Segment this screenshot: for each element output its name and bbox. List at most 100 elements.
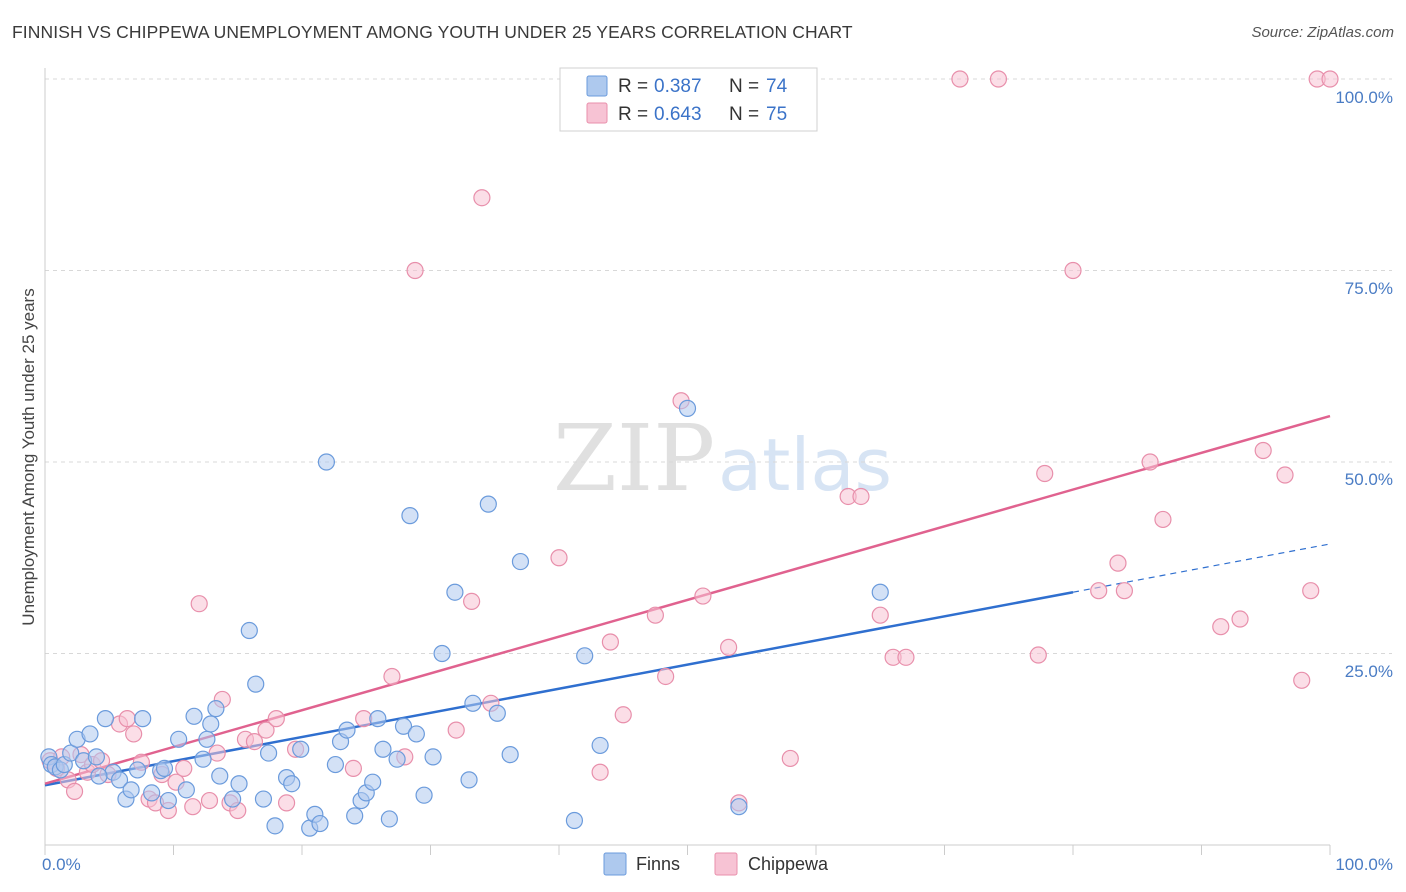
x-tick-label-max: 100.0%: [1335, 855, 1393, 874]
chippewa-point-69: [1231, 610, 1249, 628]
finns-point-48: [364, 773, 382, 791]
finns-point-49: [369, 710, 387, 728]
bottom-legend-chippewa: Chippewa: [748, 854, 829, 874]
finns-point-50: [374, 740, 392, 758]
y-axis-label: Unemployment Among Youth under 25 years: [19, 288, 38, 625]
top-legend: R = 0.387 N = 74 R = 0.643 N = 75: [559, 67, 818, 132]
chippewa-point-23: [208, 744, 226, 762]
finns-point-12: [110, 771, 129, 789]
finns-point-64: [501, 746, 519, 764]
chippewa-point-63: [1090, 582, 1108, 600]
legend-swatch-finns: [586, 75, 608, 97]
finns-point-61: [464, 694, 482, 712]
legend-finns-r-label: R =: [618, 76, 648, 97]
x-tick-label-min: 0.0%: [42, 855, 81, 874]
finns-point-44: [338, 721, 356, 739]
chippewa-point-71: [1276, 466, 1294, 484]
chippewa-point-40: [473, 189, 491, 207]
chart-source: Source: ZipAtlas.com: [1251, 24, 1394, 41]
chippewa-point-64: [1109, 554, 1127, 572]
chippewa-point-12: [125, 725, 143, 743]
legend-chippewa-r-value: 0.643: [654, 104, 702, 125]
finns-point-71: [871, 583, 889, 601]
finns-point-73: [90, 767, 108, 785]
finns-point-45: [346, 807, 364, 825]
chippewa-point-28: [245, 732, 264, 751]
bottom-legend: Finns Chippewa: [603, 852, 829, 876]
finns-point-53: [394, 717, 413, 735]
finns-point-59: [446, 583, 464, 601]
chippewa-point-43: [591, 763, 609, 781]
chippewa-point-31: [277, 794, 296, 812]
chippewa-point-47: [657, 667, 675, 686]
chippewa-point-70: [1254, 441, 1272, 460]
finns-point-42: [326, 755, 345, 774]
finns-point-16: [134, 710, 152, 728]
finns-point-52: [388, 750, 406, 768]
chippewa-point-57: [897, 648, 915, 666]
chippewa-point-21: [190, 595, 208, 613]
finns-point-27: [211, 767, 229, 785]
finns-point-57: [424, 748, 442, 766]
chippewa-point-58: [951, 70, 969, 88]
finns-point-40: [311, 814, 329, 833]
finns-point-65: [511, 552, 530, 571]
finns-point-70: [730, 798, 748, 816]
finns-point-30: [240, 621, 258, 640]
finns-point-67: [576, 647, 594, 665]
chippewa-point-60: [1029, 646, 1047, 664]
finns-point-66: [565, 811, 584, 830]
finns-point-20: [170, 730, 188, 748]
chippewa-point-68: [1212, 618, 1230, 636]
finns-point-37: [292, 740, 310, 758]
legend-chippewa-r-label: R =: [618, 104, 648, 125]
chippewa-point-11: [118, 710, 136, 728]
chippewa-point-35: [383, 667, 401, 686]
finns-point-51: [380, 810, 398, 828]
chippewa-point-62: [1064, 261, 1082, 280]
chippewa-point-39: [463, 592, 481, 611]
finns-point-34: [266, 817, 284, 835]
chippewa-point-59: [989, 70, 1008, 88]
watermark-zip: ZIP: [553, 405, 715, 512]
chippewa-point-55: [871, 606, 889, 624]
legend-finns-n-label: N =: [729, 76, 759, 97]
y-tick-label-75: 75.0%: [1345, 279, 1393, 298]
chippewa-point-29: [257, 721, 275, 739]
chippewa-point-54: [852, 487, 870, 506]
legend-finns-n-value: 74: [766, 76, 788, 97]
finns-point-54: [401, 507, 419, 525]
bottom-legend-swatch-finns: [603, 852, 627, 876]
finns-point-23: [194, 750, 212, 768]
finns-point-15: [128, 761, 147, 779]
axis-layer: [44, 68, 1331, 855]
chippewa-point-42: [550, 549, 568, 567]
chippewa-point-73: [1302, 582, 1320, 600]
chippewa-point-37: [406, 261, 424, 280]
chippewa-point-75: [1321, 70, 1339, 88]
bottom-legend-finns: Finns: [636, 854, 680, 874]
finns-point-24: [198, 730, 216, 748]
bottom-legend-swatch-chippewa: [714, 852, 738, 876]
finns-point-19: [159, 791, 177, 810]
finns-point-55: [407, 725, 425, 743]
finns-point-22: [185, 707, 203, 725]
chart-title: FINNISH VS CHIPPEWA UNEMPLOYMENT AMONG Y…: [12, 22, 853, 42]
chippewa-point-61: [1036, 464, 1054, 483]
chippewa-point-65: [1115, 582, 1134, 600]
legend-chippewa-n-label: N =: [729, 104, 759, 125]
chippewa-point-30: [267, 710, 285, 728]
finns-point-10: [96, 710, 114, 728]
finns-point-21: [177, 781, 195, 799]
chippewa-point-52: [781, 749, 799, 768]
finns-point-56: [415, 786, 433, 804]
finns-point-17: [143, 784, 161, 802]
chippewa-point-38: [447, 721, 465, 739]
y-tick-label-50: 50.0%: [1345, 470, 1393, 489]
legend-chippewa-n-value: 75: [766, 104, 787, 125]
chippewa-point-72: [1293, 671, 1311, 689]
finns-point-33: [259, 744, 278, 762]
chippewa-trend-line: [44, 414, 1331, 785]
finns-point-14: [122, 781, 140, 799]
